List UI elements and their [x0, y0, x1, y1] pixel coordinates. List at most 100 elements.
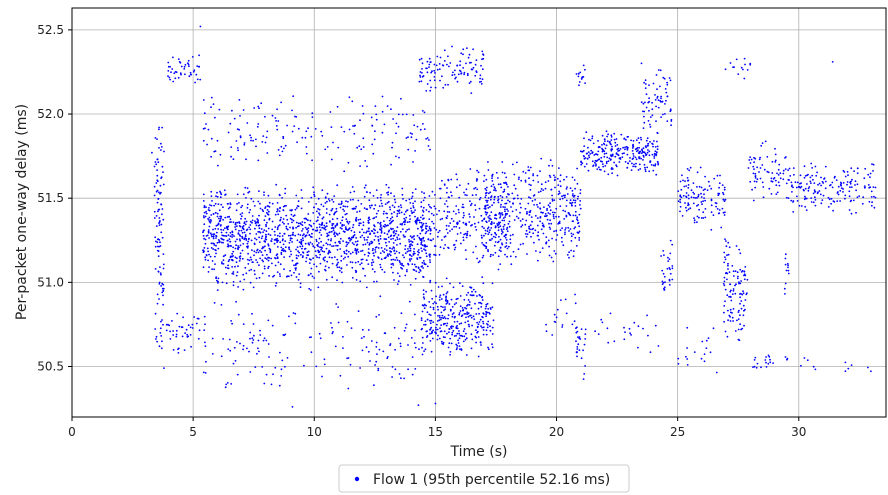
- data-point: [589, 139, 592, 142]
- data-point: [465, 236, 468, 239]
- data-point: [768, 355, 771, 358]
- data-point: [403, 221, 405, 224]
- data-point: [577, 75, 580, 78]
- data-point: [710, 198, 713, 201]
- data-point: [447, 346, 450, 349]
- data-point: [480, 214, 483, 217]
- data-point: [350, 327, 353, 329]
- data-point: [318, 270, 320, 273]
- data-point: [464, 321, 467, 324]
- data-point: [404, 210, 407, 213]
- data-point: [347, 250, 350, 253]
- data-point: [463, 233, 465, 236]
- data-point: [420, 319, 423, 322]
- data-point: [726, 254, 728, 257]
- data-point: [368, 218, 371, 221]
- data-point: [425, 304, 427, 307]
- data-point: [710, 187, 713, 190]
- data-point: [452, 286, 455, 289]
- data-point: [450, 191, 452, 194]
- data-point: [198, 54, 201, 57]
- data-point: [804, 205, 807, 208]
- data-point: [368, 204, 371, 207]
- data-point: [552, 260, 555, 263]
- data-point: [297, 127, 300, 130]
- data-point: [456, 332, 459, 335]
- data-point: [298, 251, 301, 254]
- data-point: [559, 198, 561, 201]
- data-point: [420, 225, 422, 228]
- data-point: [300, 223, 302, 226]
- data-point: [353, 231, 356, 234]
- data-point: [475, 336, 478, 339]
- data-point: [228, 238, 231, 241]
- data-point: [251, 249, 253, 252]
- data-point: [579, 71, 582, 74]
- data-point: [564, 194, 566, 197]
- data-point: [344, 205, 347, 208]
- data-point: [537, 206, 539, 208]
- data-point: [348, 220, 351, 223]
- data-point: [489, 255, 492, 258]
- data-point: [219, 220, 222, 222]
- data-point: [196, 78, 199, 81]
- data-point: [547, 212, 550, 214]
- data-point: [237, 313, 240, 316]
- data-point: [744, 274, 747, 277]
- data-point: [487, 207, 490, 209]
- data-point: [265, 236, 267, 239]
- data-point: [413, 211, 415, 214]
- data-point: [507, 193, 510, 196]
- data-point: [157, 255, 160, 257]
- data-point: [795, 186, 798, 189]
- data-point: [484, 208, 487, 210]
- data-point: [534, 229, 537, 232]
- data-point: [301, 197, 303, 199]
- data-point: [471, 294, 474, 297]
- data-point: [467, 320, 469, 323]
- data-point: [481, 78, 484, 81]
- data-point: [161, 340, 163, 343]
- data-point: [409, 202, 412, 204]
- data-point: [547, 180, 550, 182]
- data-point: [664, 88, 667, 90]
- data-point: [744, 266, 747, 268]
- data-point: [784, 257, 787, 260]
- data-point: [663, 286, 666, 289]
- data-point: [647, 334, 649, 337]
- data-point: [284, 246, 287, 249]
- data-point: [160, 285, 163, 287]
- data-point: [422, 199, 425, 202]
- data-point: [568, 230, 570, 232]
- data-point: [536, 224, 539, 227]
- data-point: [235, 209, 238, 212]
- data-point: [186, 62, 189, 64]
- data-point: [561, 324, 564, 326]
- data-point: [159, 266, 161, 268]
- data-point: [339, 237, 342, 240]
- data-point: [734, 292, 737, 295]
- data-point: [776, 191, 779, 194]
- data-point: [722, 193, 725, 196]
- data-point: [872, 186, 875, 189]
- data-point: [473, 187, 475, 190]
- data-point: [543, 225, 545, 228]
- data-point: [386, 233, 389, 236]
- data-point: [433, 69, 436, 72]
- data-point: [326, 243, 329, 246]
- data-point: [719, 174, 721, 177]
- data-point: [661, 269, 664, 272]
- data-point: [842, 182, 845, 184]
- data-point: [214, 116, 216, 119]
- data-point: [724, 238, 726, 241]
- data-point: [451, 315, 454, 318]
- data-point: [463, 73, 465, 76]
- data-point: [419, 256, 422, 259]
- data-point: [412, 202, 414, 205]
- data-point: [669, 110, 672, 113]
- data-point: [485, 303, 488, 306]
- data-point: [193, 316, 196, 318]
- data-point: [539, 190, 542, 193]
- data-point: [354, 249, 357, 252]
- data-point: [308, 262, 311, 264]
